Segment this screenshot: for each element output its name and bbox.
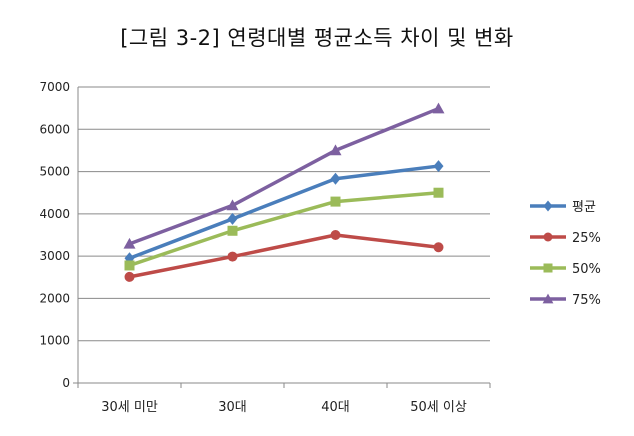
x-tick-label: 30세 미만	[101, 400, 158, 415]
legend-marker	[542, 293, 554, 304]
data-point-series-1	[227, 212, 238, 225]
legend-marker	[543, 232, 553, 242]
legend-label: 평균	[572, 200, 596, 215]
y-tick-label: 6000	[39, 122, 70, 136]
data-point-series-4	[226, 199, 239, 211]
y-tick-label: 1000	[39, 334, 70, 348]
data-point-series-3	[330, 196, 341, 207]
data-point-series-2	[227, 251, 238, 262]
legend-label: 25%	[572, 231, 601, 246]
data-point-series-3	[433, 187, 444, 198]
x-tick-label: 50세 이상	[410, 400, 467, 415]
legend-marker	[543, 263, 553, 273]
y-tick-label: 5000	[39, 165, 70, 179]
x-tick-label: 40대	[321, 400, 350, 415]
data-point-series-3	[124, 260, 135, 271]
legend-label: 75%	[572, 293, 601, 308]
legend-marker	[543, 200, 553, 212]
y-tick-label: 0	[62, 376, 70, 390]
data-point-series-1	[330, 172, 341, 185]
data-point-series-4	[432, 102, 445, 114]
y-tick-label: 4000	[39, 207, 70, 221]
chart-title: [그림 3-2] 연령대별 평균소득 차이 및 변화	[120, 26, 514, 50]
x-tick-label: 30대	[218, 400, 247, 415]
series-line-1	[128, 164, 439, 260]
data-point-series-2	[433, 242, 444, 253]
data-point-series-2	[330, 230, 341, 240]
y-tick-label: 7000	[39, 80, 70, 94]
series-line-4	[128, 106, 440, 246]
series-line-2	[129, 233, 439, 279]
y-tick-label: 2000	[39, 291, 70, 305]
data-point-series-4	[329, 144, 342, 156]
legend-label: 50%	[572, 262, 601, 277]
series-line-3	[128, 190, 439, 268]
data-point-series-1	[433, 160, 444, 173]
y-tick-label: 3000	[39, 249, 70, 263]
data-point-series-2	[124, 271, 135, 282]
data-point-series-3	[227, 225, 238, 236]
data-point-series-4	[123, 237, 136, 249]
